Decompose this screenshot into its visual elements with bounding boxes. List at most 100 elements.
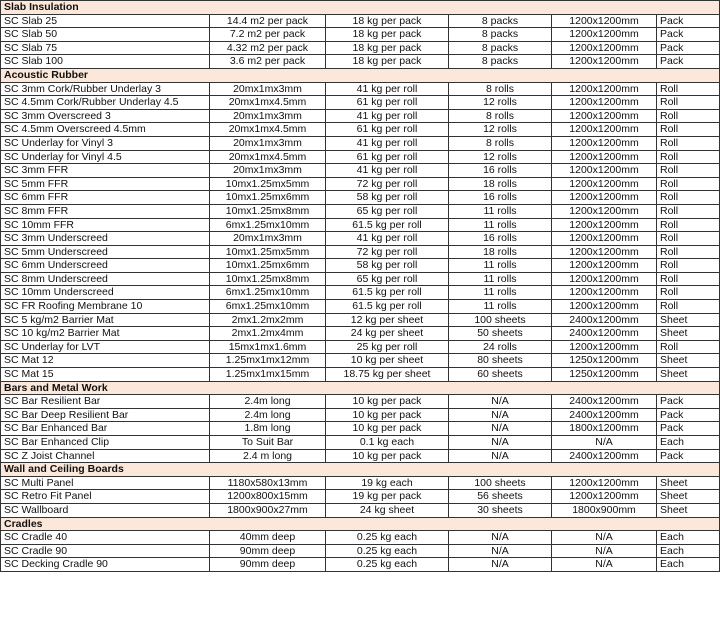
dimensions-cell: 6mx1.25mx10mm	[209, 217, 326, 233]
unit-cell: Pack	[655, 448, 720, 464]
pallet-size-cell: 1200x1200mm	[551, 163, 657, 178]
weight-cell: 25 kg per roll	[325, 339, 449, 355]
weight-cell: 72 kg per roll	[325, 244, 449, 260]
quantity-cell: 80 sheets	[448, 353, 552, 369]
weight-cell: 41 kg per roll	[325, 163, 449, 178]
quantity-cell: N/A	[448, 407, 552, 423]
table-row: SC 3mm FFR 20mx1mx3mm 41 kg per roll 16 rol…	[0, 163, 720, 178]
weight-cell: 24 kg per sheet	[325, 326, 449, 341]
weight-cell: 10 kg per pack	[325, 421, 449, 436]
table-row: SC Bar Deep Resilient Bar 2.4m long 10 kg …	[0, 407, 720, 423]
section-header-row: Cradles	[0, 516, 720, 532]
table-row: SC 10mm Underscreed 6mx1.25mx10mm 61.5 kg …	[0, 285, 720, 301]
table-row: SC Wallboard 1800x900x27mm 24 kg sheet 30 s…	[0, 502, 720, 518]
weight-cell: 65 kg per roll	[325, 203, 449, 219]
weight-cell: 61 kg per roll	[325, 95, 449, 110]
pallet-size-cell: 1200x1200mm	[551, 217, 657, 233]
product-name-cell: SC Slab 25	[0, 13, 210, 29]
table-row: SC 6mm Underscreed 10mx1.25mx6mm 58 kg per…	[0, 258, 720, 273]
product-name-cell: SC Underlay for LVT	[0, 339, 210, 355]
table-row: SC Cradle 40 40mm deep 0.25 kg each N/A N/A E…	[0, 530, 720, 545]
quantity-cell: 30 sheets	[448, 502, 552, 518]
dimensions-cell: 10mx1.25mx5mm	[209, 176, 326, 192]
product-spec-table: Slab Insulation SC Slab 25 14.4 m2 per pac…	[0, 0, 720, 572]
table-row: SC Underlay for Vinyl 4.5 20mx1mx4.5mm 61 …	[0, 149, 720, 165]
unit-cell: Roll	[655, 271, 720, 287]
product-name-cell: SC Mat 15	[0, 367, 210, 382]
quantity-cell: 18 rolls	[448, 176, 552, 192]
product-name-cell: SC Bar Enhanced Clip	[0, 435, 210, 450]
product-name-cell: SC 4.5mm Overscreed 4.5mm	[0, 122, 210, 137]
pallet-size-cell: 1200x1200mm	[551, 203, 657, 219]
quantity-cell: 18 rolls	[448, 244, 552, 260]
pallet-size-cell: 1800x900mm	[551, 502, 657, 518]
dimensions-cell: 2mx1.2mx2mm	[209, 312, 326, 328]
unit-cell: Roll	[655, 285, 720, 301]
product-name-cell: SC Cradle 90	[0, 543, 210, 559]
pallet-size-cell: 1200x1200mm	[551, 489, 657, 504]
pallet-size-cell: 1200x1200mm	[551, 108, 657, 124]
dimensions-cell: 10mx1.25mx8mm	[209, 203, 326, 219]
table-row: SC Retro Fit Panel 1200x800x15mm 19 kg per…	[0, 489, 720, 504]
dimensions-cell: 20mx1mx3mm	[209, 81, 326, 97]
unit-cell: Pack	[655, 394, 720, 409]
dimensions-cell: 1800x900x27mm	[209, 502, 326, 518]
weight-cell: 41 kg per roll	[325, 108, 449, 124]
pallet-size-cell: 1200x1200mm	[551, 475, 657, 491]
dimensions-cell: 90mm deep	[209, 557, 326, 572]
weight-cell: 0.25 kg each	[325, 557, 449, 572]
product-name-cell: SC FR Roofing Membrane 10	[0, 299, 210, 314]
unit-cell: Sheet	[655, 312, 720, 328]
quantity-cell: 8 rolls	[448, 81, 552, 97]
product-name-cell: SC Mat 12	[0, 353, 210, 369]
weight-cell: 41 kg per roll	[325, 135, 449, 151]
unit-cell: Sheet	[655, 326, 720, 341]
dimensions-cell: 3.6 m2 per pack	[209, 54, 326, 69]
quantity-cell: 60 sheets	[448, 367, 552, 382]
table-row: SC Bar Resilient Bar 2.4m long 10 kg per p…	[0, 394, 720, 409]
unit-cell: Each	[655, 530, 720, 545]
pallet-size-cell: 1200x1200mm	[551, 271, 657, 287]
unit-cell: Roll	[655, 135, 720, 151]
dimensions-cell: 20mx1mx4.5mm	[209, 149, 326, 165]
product-name-cell: SC 8mm FFR	[0, 203, 210, 219]
table-row: SC Cradle 90 90mm deep 0.25 kg each N/A N/A E…	[0, 543, 720, 559]
unit-cell: Pack	[655, 13, 720, 29]
table-row: SC 4.5mm Cork/Rubber Underlay 4.5 20mx1mx…	[0, 95, 720, 110]
weight-cell: 0.25 kg each	[325, 530, 449, 545]
table-row: SC 10mm FFR 6mx1.25mx10mm 61.5 kg per roll…	[0, 217, 720, 233]
weight-cell: 10 kg per pack	[325, 448, 449, 464]
weight-cell: 72 kg per roll	[325, 176, 449, 192]
dimensions-cell: 1200x800x15mm	[209, 489, 326, 504]
weight-cell: 61 kg per roll	[325, 149, 449, 165]
table-row: SC 5 kg/m2 Barrier Mat 2mx1.2mx2mm 12 kg p…	[0, 312, 720, 328]
product-name-cell: SC Slab 50	[0, 27, 210, 42]
section-title: Acoustic Rubber	[0, 67, 720, 83]
weight-cell: 61 kg per roll	[325, 122, 449, 137]
product-name-cell: SC Bar Resilient Bar	[0, 394, 210, 409]
quantity-cell: N/A	[448, 530, 552, 545]
quantity-cell: 100 sheets	[448, 312, 552, 328]
unit-cell: Sheet	[655, 353, 720, 369]
pallet-size-cell: 1200x1200mm	[551, 176, 657, 192]
unit-cell: Roll	[655, 244, 720, 260]
product-name-cell: SC 3mm Overscreed 3	[0, 108, 210, 124]
quantity-cell: N/A	[448, 421, 552, 436]
unit-cell: Roll	[655, 149, 720, 165]
dimensions-cell: 7.2 m2 per pack	[209, 27, 326, 42]
pallet-size-cell: 1200x1200mm	[551, 244, 657, 260]
product-name-cell: SC 3mm Cork/Rubber Underlay 3	[0, 81, 210, 97]
quantity-cell: 8 packs	[448, 54, 552, 69]
table-row: SC 4.5mm Overscreed 4.5mm 20mx1mx4.5mm 61 …	[0, 122, 720, 137]
unit-cell: Pack	[655, 40, 720, 56]
table-row: SC FR Roofing Membrane 10 6mx1.25mx10mm 61…	[0, 299, 720, 314]
pallet-size-cell: 1200x1200mm	[551, 27, 657, 42]
product-name-cell: SC Cradle 40	[0, 530, 210, 545]
pallet-size-cell: 2400x1200mm	[551, 394, 657, 409]
section-title: Slab Insulation	[0, 0, 720, 15]
product-name-cell: SC 3mm FFR	[0, 163, 210, 178]
dimensions-cell: 10mx1.25mx5mm	[209, 244, 326, 260]
dimensions-cell: 1.25mx1mx15mm	[209, 367, 326, 382]
pallet-size-cell: 1200x1200mm	[551, 299, 657, 314]
table-row: SC Underlay for Vinyl 3 20mx1mx3mm 41 kg p…	[0, 135, 720, 151]
